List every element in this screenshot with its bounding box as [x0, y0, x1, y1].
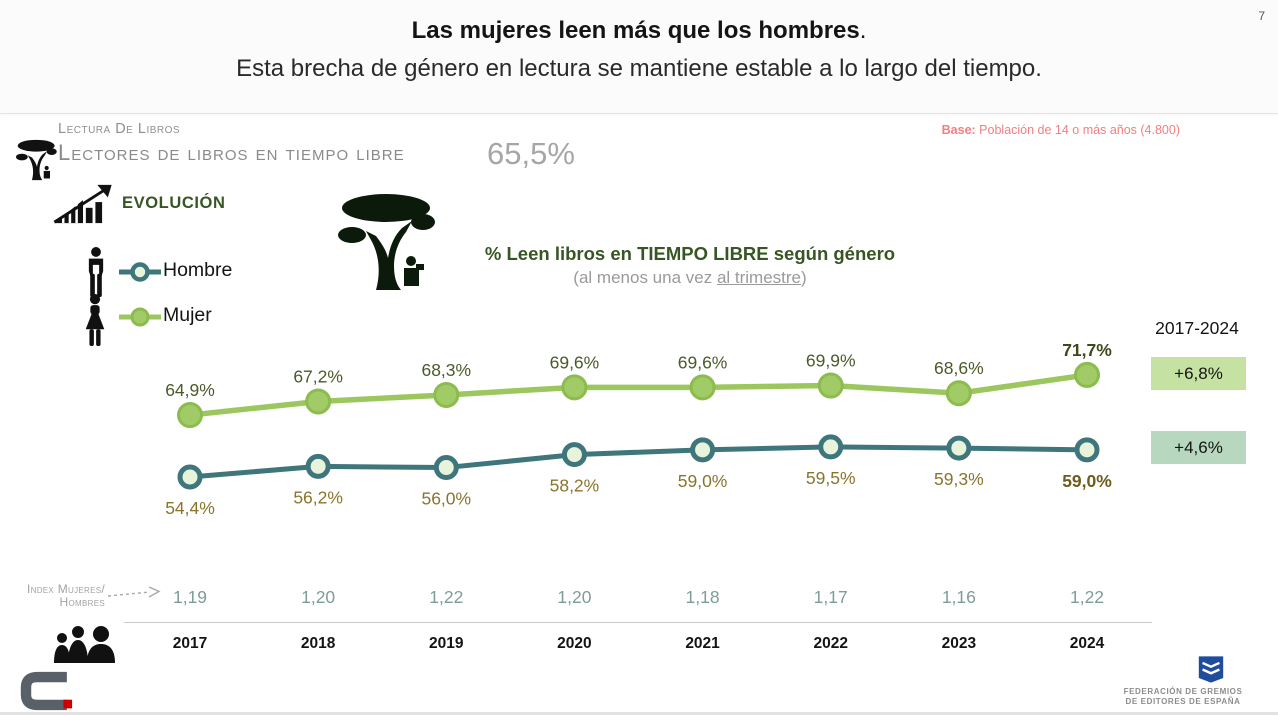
mujer-point-2023 — [945, 380, 972, 407]
index-value-2019: 1,22 — [429, 587, 464, 607]
conecta-logo — [20, 671, 73, 711]
mujer-label-2017: 64,9% — [165, 380, 215, 400]
evolution-chart-icon — [53, 184, 112, 224]
base-note: Base: Población de 14 o más años (4.800) — [942, 123, 1180, 137]
slide-title-period: . — [859, 17, 867, 44]
year-label-2020: 2020 — [557, 635, 592, 652]
chart-title: % Leen libros en TIEMPO LIBRE según géne… — [484, 243, 896, 264]
line-hombre — [189, 444, 1088, 480]
hombre-point-2018 — [305, 453, 331, 479]
legend-label-mujer: Mujer — [163, 304, 212, 326]
people-group-icon — [54, 626, 115, 663]
base-note-label: Base: — [941, 123, 976, 137]
section-title: Lectores de libros en tiempo libre — [58, 140, 405, 165]
mujer-label-2024: 71,7% — [1062, 340, 1112, 360]
index-row-label-line2: Hombres — [59, 595, 105, 609]
index-value-2024: 1,22 — [1069, 587, 1105, 607]
index-value-2022: 1,17 — [813, 587, 848, 607]
mujer-label-2020: 69,6% — [550, 352, 600, 372]
legend-marker-hombre — [119, 261, 161, 283]
mujer-point-2017 — [177, 402, 203, 429]
range-label: 2017-2024 — [1155, 318, 1239, 338]
mujer-label-2022: 69,9% — [806, 351, 856, 371]
man-icon — [88, 247, 104, 297]
tree-reading-icon-small — [16, 139, 57, 181]
index-value-2018: 1,20 — [301, 587, 336, 607]
mujer-label-2018: 67,2% — [293, 366, 343, 386]
chart-subtitle-suffix: ) — [801, 268, 807, 287]
federation-name: FEDERACIÓN DE GREMIOS DE EDITORES DE ESP… — [1108, 687, 1258, 707]
chart-subtitle-prefix: (al menos una vez — [573, 268, 717, 287]
year-label-2022: 2022 — [813, 635, 848, 652]
bottom-strip — [0, 712, 1278, 715]
index-value-2021: 1,18 — [685, 587, 720, 607]
change-badge-hombre: +4,6% — [1151, 431, 1246, 464]
mujer-point-2020 — [561, 374, 588, 401]
hombre-point-2023 — [946, 435, 972, 461]
hombre-point-2020 — [561, 442, 587, 468]
hombre-label-2017: 54,4% — [165, 498, 215, 518]
mujer-point-2024 — [1074, 361, 1100, 388]
axis-separator-line — [124, 622, 1152, 623]
hombre-point-2021 — [690, 437, 716, 463]
hombre-label-2023: 59,3% — [934, 469, 984, 489]
hombre-label-2022: 59,5% — [806, 468, 856, 488]
mujer-point-2019 — [433, 381, 460, 408]
slide-subtitle: Esta brecha de género en lectura se mant… — [236, 55, 1042, 82]
mujer-point-2022 — [817, 372, 844, 399]
index-value-2020: 1,20 — [557, 587, 592, 607]
hombre-point-2024 — [1074, 437, 1100, 463]
index-value-2023: 1,16 — [941, 587, 976, 607]
mujer-label-2023: 68,6% — [934, 358, 984, 378]
mujer-point-2018 — [305, 388, 332, 415]
dashed-arrow-icon — [107, 586, 161, 598]
hombre-point-2019 — [433, 455, 459, 481]
hombre-label-2021: 59,0% — [678, 471, 728, 491]
legend-marker-mujer — [119, 306, 161, 328]
legend-label-hombre: Hombre — [163, 259, 233, 281]
evolution-label: EVOLUCIÓN — [122, 194, 226, 212]
chart-subtitle-underlined: al trimestre — [716, 268, 802, 287]
hombre-label-2018: 56,2% — [293, 487, 343, 507]
slide-title-bold: Las mujeres leen más que los hombres — [411, 17, 860, 44]
total-readers-value: 65,5% — [487, 136, 575, 171]
hombre-label-2024: 59,0% — [1062, 471, 1112, 491]
year-label-2021: 2021 — [685, 635, 720, 652]
hombre-point-2022 — [818, 434, 844, 460]
section-kicker: Lectura De Libros — [58, 121, 181, 137]
title-band: Las mujeres leen más que los hombres. Es… — [0, 0, 1278, 114]
hombre-label-2020: 58,2% — [550, 476, 600, 496]
federation-logo — [1198, 656, 1224, 683]
year-label-2024: 2024 — [1069, 635, 1105, 652]
year-label-2019: 2019 — [429, 635, 464, 652]
hombre-label-2019: 56,0% — [421, 489, 471, 509]
year-label-2017: 2017 — [172, 635, 208, 652]
index-value-2017: 1,19 — [172, 587, 208, 607]
logo-red-dot — [63, 699, 73, 709]
change-badge-mujer: +6,8% — [1151, 357, 1246, 390]
base-note-text: Población de 14 o más años (4.800) — [975, 123, 1180, 137]
year-label-2018: 2018 — [300, 635, 336, 652]
federation-name-line1: FEDERACIÓN DE GREMIOS — [1123, 687, 1243, 696]
mujer-label-2019: 68,3% — [421, 360, 471, 380]
line-chart: 64,9% 67,2% 68,3% 69,6% 69,6% 69,9% 68,6% 71,7%… — [165, 340, 1112, 518]
woman-icon — [85, 294, 105, 346]
index-row-label: Index Mujeres/ Hombres — [8, 583, 105, 609]
page-number: 7 — [1258, 9, 1265, 23]
hombre-point-2017 — [177, 464, 203, 490]
tree-reading-icon-big — [338, 194, 435, 290]
federation-name-line2: DE EDITORES DE ESPAÑA — [1125, 697, 1241, 706]
slide-title: Las mujeres leen más que los hombres. — [0, 17, 1278, 45]
mujer-point-2021 — [689, 374, 716, 401]
mujer-label-2021: 69,6% — [678, 352, 728, 372]
line-mujer — [189, 372, 1088, 418]
index-row-label-line1: Index Mujeres/ — [27, 582, 105, 596]
chart-subtitle: (al menos una vez al trimestre) — [440, 268, 940, 288]
year-label-2023: 2023 — [941, 635, 977, 652]
